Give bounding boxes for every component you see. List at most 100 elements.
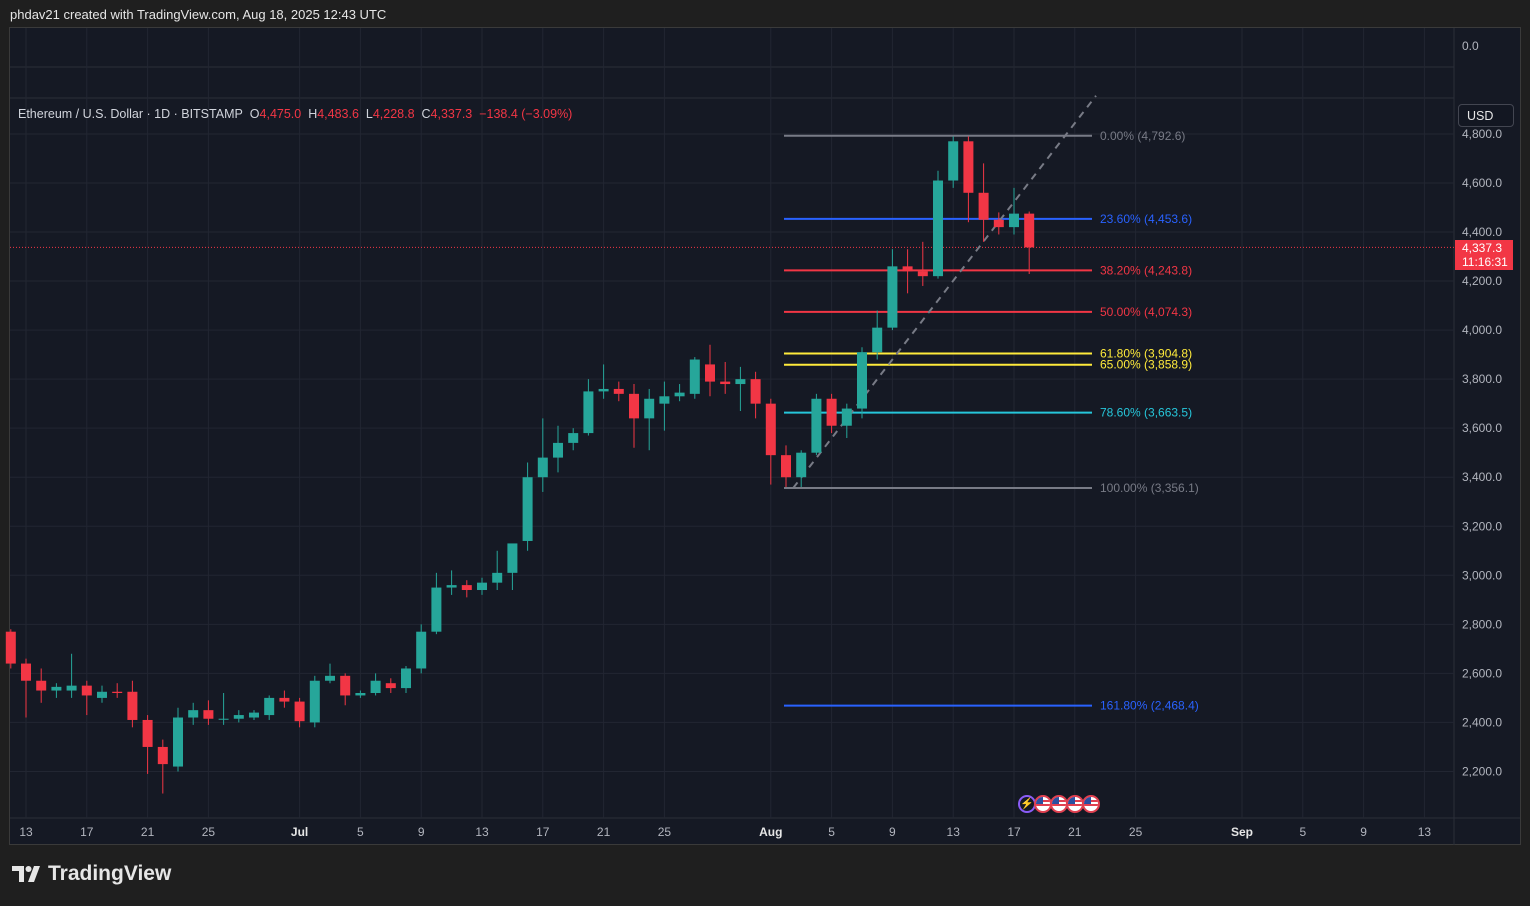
candle-body[interactable] [826,398,837,426]
last-price-tag: 4,337.3 11:16:31 [1455,240,1513,270]
economic-events[interactable]: ⚡ [1018,795,1100,813]
fib-level-label: 78.60% (3,663.5) [1100,406,1192,420]
candle-body[interactable] [781,455,791,478]
candle-body[interactable] [21,663,31,681]
y-tick-label: 2,200.0 [1462,764,1502,778]
candle-body[interactable] [917,271,928,277]
candle-body[interactable] [218,718,229,720]
candle-body[interactable] [522,477,533,541]
candle-body[interactable] [51,686,62,691]
x-tick-label: 9 [889,825,896,839]
candle-body[interactable] [416,631,427,669]
candle-body[interactable] [279,697,290,702]
candle-body[interactable] [461,585,472,591]
candle-body[interactable] [811,398,822,453]
candle-body[interactable] [629,393,639,419]
candle-body[interactable] [233,715,244,719]
us-flag-icon[interactable] [1082,795,1100,813]
candle-body[interactable] [370,680,381,693]
candle-body[interactable] [902,266,913,272]
candle-body[interactable] [203,710,214,719]
candle-body[interactable] [492,572,503,583]
candle-body[interactable] [644,398,655,419]
candle-body[interactable] [81,685,92,696]
open-label: O [249,107,260,121]
candle-body[interactable] [537,457,548,478]
fib-level-label: 23.60% (4,453.6) [1100,212,1192,226]
fib-level-label: 161.80% (2,468.4) [1100,699,1199,713]
y-tick-label: 3,800.0 [1462,372,1502,386]
candle-body[interactable] [431,587,442,632]
candle-body[interactable] [355,692,366,696]
x-tick-label: 21 [1068,825,1082,839]
candle-body[interactable] [613,388,624,394]
candle-body[interactable] [857,352,867,409]
candle-body[interactable] [796,452,807,478]
currency-button[interactable]: USD [1458,104,1514,127]
candle-body[interactable] [66,685,77,691]
candle-body[interactable] [294,701,305,722]
y-tick-label: 2,600.0 [1462,666,1502,680]
candle-body[interactable] [674,392,685,397]
x-tick-label: 17 [80,825,94,839]
candle-body[interactable] [978,192,989,220]
symbol-title: Ethereum / U.S. Dollar · 1D · BITSTAMP [18,107,243,121]
us-flag-icon[interactable] [1034,795,1052,813]
candle-body[interactable] [507,543,518,573]
candle-body[interactable] [689,359,700,394]
attribution-text: phdav21 created with TradingView.com, Au… [10,7,387,22]
candle-body[interactable] [765,403,776,456]
x-tick-label: Jul [291,825,308,839]
candle-body[interactable] [553,442,563,458]
candle-body[interactable] [173,717,183,767]
y-tick-label: 2,800.0 [1462,617,1502,631]
candle-body[interactable] [401,668,411,689]
candle-body[interactable] [720,381,731,385]
candle-body[interactable] [583,391,594,434]
candle-body[interactable] [36,680,47,691]
candle-body[interactable] [750,379,761,404]
candle-body[interactable] [1024,213,1035,248]
candle-body[interactable] [948,141,959,181]
candle-body[interactable] [659,396,670,404]
candle-body[interactable] [568,433,579,443]
candle-body[interactable] [188,710,199,718]
candle-body[interactable] [112,691,123,693]
candle-body[interactable] [872,327,883,353]
candle-body[interactable] [325,675,335,681]
x-tick-label: 13 [19,825,33,839]
y-tick-label: 4,800.0 [1462,127,1502,141]
candle-body[interactable] [735,379,746,385]
candle-body[interactable] [249,712,259,718]
candle-body[interactable] [5,631,16,664]
candle-body[interactable] [97,691,107,698]
x-tick-label: 17 [1007,825,1021,839]
candle-body[interactable] [340,675,351,696]
candle-body[interactable] [598,388,609,392]
y-tick-label: 3,600.0 [1462,421,1502,435]
candle-body[interactable] [841,408,852,426]
candle-body[interactable] [264,697,275,716]
high-value: 4,483.6 [317,107,359,121]
fib-level-label: 100.00% (3,356.1) [1100,481,1199,495]
candle-body[interactable] [385,683,396,689]
fib-level-label: 50.00% (4,074.3) [1100,305,1192,319]
candle-body[interactable] [705,364,715,382]
x-tick-label: 13 [475,825,489,839]
candle-body[interactable] [477,582,487,591]
x-tick-label: 25 [658,825,672,839]
candle-body[interactable] [309,680,320,723]
fib-level-label: 61.80% (3,904.8) [1100,346,1192,360]
candle-body[interactable] [933,180,943,277]
candle-body[interactable] [1009,213,1019,228]
candle-body[interactable] [157,746,168,765]
candle-body[interactable] [993,219,1004,228]
candle-body[interactable] [963,141,974,193]
candle-body[interactable] [142,719,153,747]
bar-countdown: 11:16:31 [1462,255,1508,269]
candle-body[interactable] [446,585,457,588]
change-value: −138.4 (−3.09%) [479,107,573,121]
candle-body[interactable] [127,691,138,720]
candle-body[interactable] [887,266,898,328]
